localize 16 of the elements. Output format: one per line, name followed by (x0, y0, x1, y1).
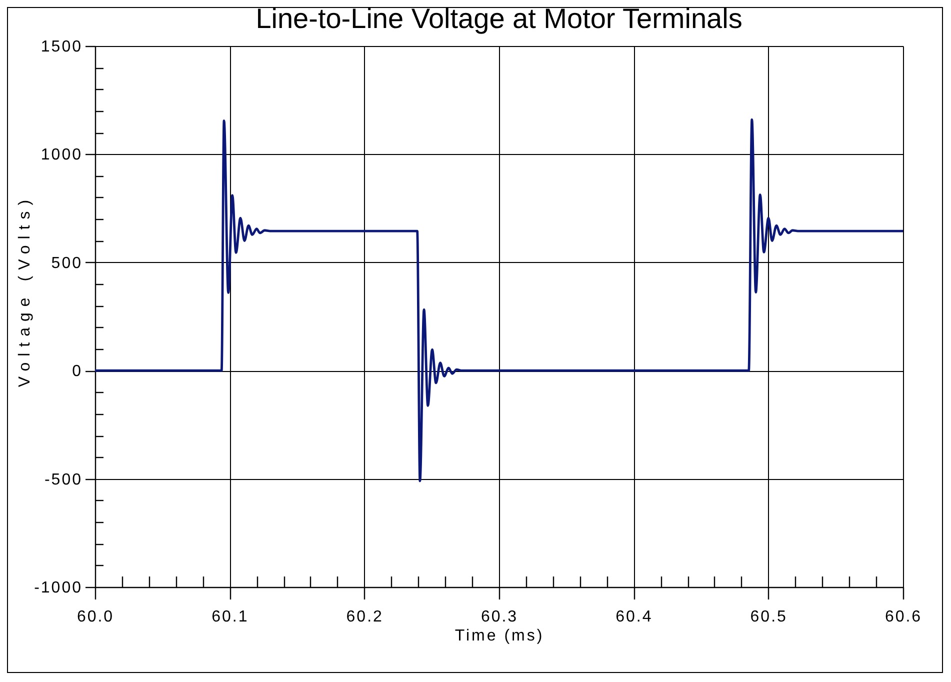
x-tick-label: 60.0 (76, 608, 114, 626)
x-tick-label: 60.6 (884, 608, 922, 626)
y-tick-label: 1500 (40, 38, 82, 56)
y-tick-label: 0 (72, 363, 82, 380)
x-tick-label: 60.5 (750, 608, 788, 626)
y-tick-label: 500 (51, 254, 82, 272)
y-tick-label: 1000 (40, 146, 82, 164)
x-tick-label: 60.4 (616, 608, 653, 626)
x-axis-title: Time (ms) (454, 628, 544, 644)
x-tick-label: 60.3 (480, 608, 518, 626)
chart-title: Line-to-Line Voltage at Motor Terminals (256, 3, 742, 34)
x-tick-label: 60.1 (212, 608, 249, 626)
y-tick-label: -500 (44, 471, 82, 488)
x-tick-label: 60.2 (346, 608, 384, 626)
y-tick-label: -1000 (34, 580, 82, 596)
y-axis-title: Voltage (Volts) (16, 194, 34, 388)
